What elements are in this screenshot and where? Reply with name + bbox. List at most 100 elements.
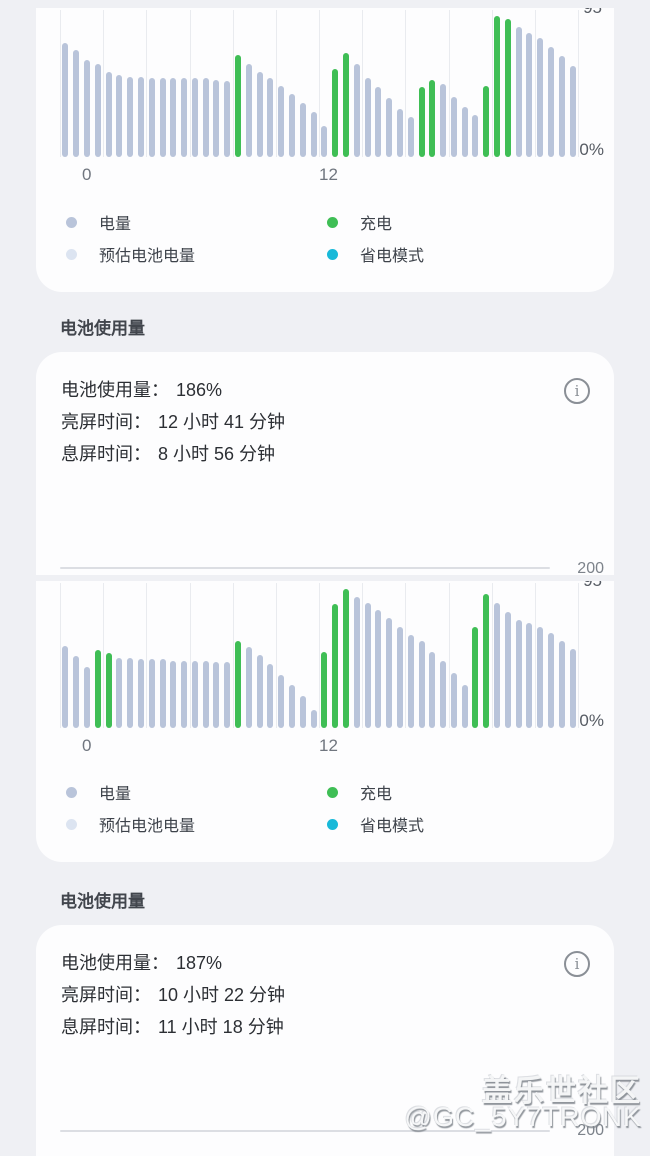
bar-battery-level [321, 126, 328, 157]
bar-battery-level [537, 627, 544, 728]
bar-battery-level [213, 79, 220, 157]
bar-charging [94, 650, 101, 728]
bar-battery-level [245, 64, 252, 157]
info-icon[interactable]: i [564, 378, 590, 404]
bar-battery-level [418, 641, 425, 728]
gridline [362, 583, 364, 728]
bar-battery-level [396, 109, 403, 157]
battery-chart-card: 95 0% 0 12 电量 充电 预估电池电量 省电模式 [36, 8, 614, 292]
battery-level-chart [60, 10, 579, 157]
bar-battery-level [73, 50, 80, 157]
legend-item-estimated-level: 预估电池电量 [66, 242, 327, 266]
bar-battery-level [299, 102, 306, 157]
bar-battery-level [494, 602, 501, 728]
bar-charging [429, 79, 436, 157]
info-icon[interactable]: i [564, 951, 590, 977]
usage-scale-line [60, 567, 550, 569]
bar-battery-level [440, 660, 447, 728]
usage-row-screen-on: 亮屏时间： 12 小时 41 分钟 [61, 406, 285, 438]
bar-charging [332, 604, 339, 728]
bar-battery-level [386, 98, 393, 157]
usage-row-total: 电池使用量： 186% [61, 374, 285, 406]
bar-battery-level [548, 47, 555, 157]
usage-label: 电池使用量： [61, 380, 169, 400]
bar-battery-level [181, 660, 188, 728]
gridline [60, 10, 61, 157]
legend-label: 电量 [99, 786, 132, 803]
bar-battery-level [450, 673, 457, 728]
usage-label: 息屏时间： [61, 444, 151, 464]
x-tick-12: 12 [319, 736, 338, 755]
bar-battery-level [364, 602, 371, 728]
bar-battery-level [137, 76, 144, 157]
bar-charging [105, 653, 112, 728]
bar-charging [494, 16, 501, 157]
bar-battery-level [83, 666, 90, 728]
legend-label: 省电模式 [360, 818, 425, 835]
bar-battery-level [569, 65, 576, 157]
bar-battery-level [558, 56, 565, 157]
y-axis-zero-label: 0% [579, 711, 604, 730]
x-tick-0: 0 [82, 165, 92, 184]
usage-row-screen-off: 息屏时间： 8 小时 56 分钟 [61, 438, 285, 470]
gridline [275, 10, 277, 157]
bar-battery-level [256, 71, 263, 157]
bar-battery-level [278, 85, 285, 157]
bar-battery-level [353, 596, 360, 728]
y-axis-zero-label: 0% [579, 140, 604, 159]
y-axis-top-label: 95 [583, 8, 602, 18]
bar-battery-level [181, 78, 188, 157]
bar-battery-level [202, 78, 209, 157]
bar-battery-level [461, 685, 468, 728]
bar-battery-level [73, 656, 80, 728]
bar-battery-level [267, 663, 274, 728]
gridline [448, 10, 450, 157]
bar-battery-level [310, 112, 317, 157]
usage-row-screen-off: 息屏时间： 11 小时 18 分钟 [61, 1011, 285, 1043]
bar-battery-level [191, 660, 198, 728]
usage-label: 亮屏时间： [61, 985, 151, 1005]
bar-battery-level [375, 610, 382, 728]
battery-level-dot-icon [66, 216, 77, 228]
bar-battery-level [526, 622, 533, 728]
gridline [534, 583, 536, 728]
bar-battery-level [310, 709, 317, 728]
bar-battery-level [170, 660, 177, 728]
usage-value: 12 小时 41 分钟 [158, 412, 286, 432]
usage-value: 186% [176, 380, 223, 400]
gridline [189, 583, 191, 728]
bar-battery-level [127, 76, 134, 157]
bar-battery-level [116, 657, 123, 728]
usage-scale-line [60, 1130, 550, 1132]
gridline [534, 10, 536, 157]
bar-battery-level [569, 648, 576, 728]
bar-battery-level [375, 87, 382, 157]
legend-item-battery-level: 电量 [66, 780, 327, 804]
legend-label: 预估电池电量 [99, 248, 196, 265]
battery-level-dot-icon [66, 786, 77, 798]
gridline [405, 10, 407, 157]
gridline [491, 10, 493, 157]
bar-battery-level [461, 107, 468, 157]
bar-charging [235, 641, 242, 728]
bar-battery-level [364, 78, 371, 157]
chart-legend: 电量 充电 预估电池电量 省电模式 [66, 210, 588, 266]
bar-battery-level [526, 33, 533, 157]
bar-battery-level [62, 42, 69, 157]
bar-battery-level [440, 84, 447, 157]
bar-charging [504, 19, 511, 157]
usage-value: 187% [176, 953, 223, 973]
gridline [578, 10, 579, 157]
bar-battery-level [429, 651, 436, 728]
usage-value: 11 小时 18 分钟 [158, 1017, 284, 1037]
bar-battery-level [213, 662, 220, 728]
legend-item-power-saving: 省电模式 [327, 812, 588, 836]
gridline [319, 583, 320, 728]
bar-battery-level [94, 64, 101, 157]
bar-battery-level [62, 645, 69, 728]
bar-charging [472, 627, 479, 728]
gridline [405, 583, 407, 728]
bar-battery-level [83, 59, 90, 157]
gridline [319, 10, 320, 157]
